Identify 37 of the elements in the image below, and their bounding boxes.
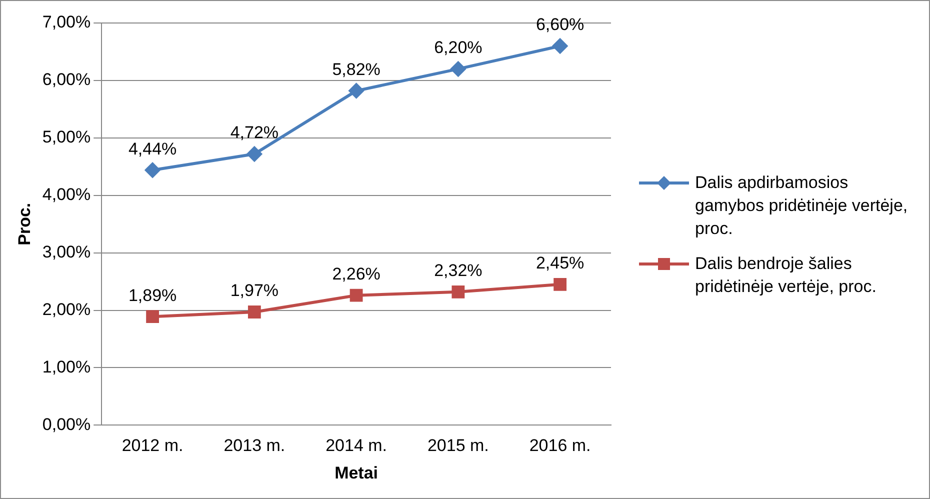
y-tick-label: 2,00% xyxy=(42,300,91,319)
point xyxy=(450,61,466,76)
data-label: 1,97% xyxy=(230,281,279,300)
x-tick-label: 2014 m. xyxy=(326,436,388,456)
point xyxy=(452,285,465,298)
x-tick-label: 2012 m. xyxy=(122,436,184,456)
point xyxy=(248,306,261,318)
data-label: 5,82% xyxy=(332,60,380,79)
point xyxy=(146,310,159,324)
y-tick-label: 3,00% xyxy=(42,242,91,262)
data-label: 2,45% xyxy=(536,254,584,273)
y-tick-label: 0,00% xyxy=(42,414,91,434)
point xyxy=(350,288,363,302)
legend-label: Dalis apdirbamosios gamybos pridėtinėje vertėje, proc. xyxy=(695,172,909,240)
point xyxy=(246,146,262,162)
y-tick-label: 4,00% xyxy=(42,185,91,204)
data-label: 4,72% xyxy=(230,123,279,142)
y-tick-label: 5,00% xyxy=(42,128,91,147)
x-tick-label: 2013 m. xyxy=(224,436,286,456)
x-axis-title: Metai xyxy=(334,463,378,482)
y-axis-title: Proc. xyxy=(14,202,34,246)
y-tick-label: 7,00% xyxy=(42,12,91,32)
data-label: 4,44% xyxy=(128,139,177,158)
y-tick-label: 6,00% xyxy=(42,70,91,90)
y-tick-label: 1,00% xyxy=(42,357,91,376)
x-tick-label: 2015 m. xyxy=(427,436,489,456)
data-label: 2,26% xyxy=(332,264,380,284)
legend-label: Dalis bendroje šalies pridėtinėje vertėje, proc. xyxy=(695,253,878,298)
data-label: 2,32% xyxy=(434,261,482,280)
data-label: 6,60% xyxy=(536,15,584,34)
data-label: 1,89% xyxy=(128,286,177,305)
point xyxy=(552,38,568,54)
point xyxy=(554,278,567,291)
point xyxy=(348,83,364,98)
point xyxy=(145,162,160,178)
x-tick-label: 2016 m. xyxy=(529,436,591,456)
data-label: 6,20% xyxy=(434,38,482,58)
